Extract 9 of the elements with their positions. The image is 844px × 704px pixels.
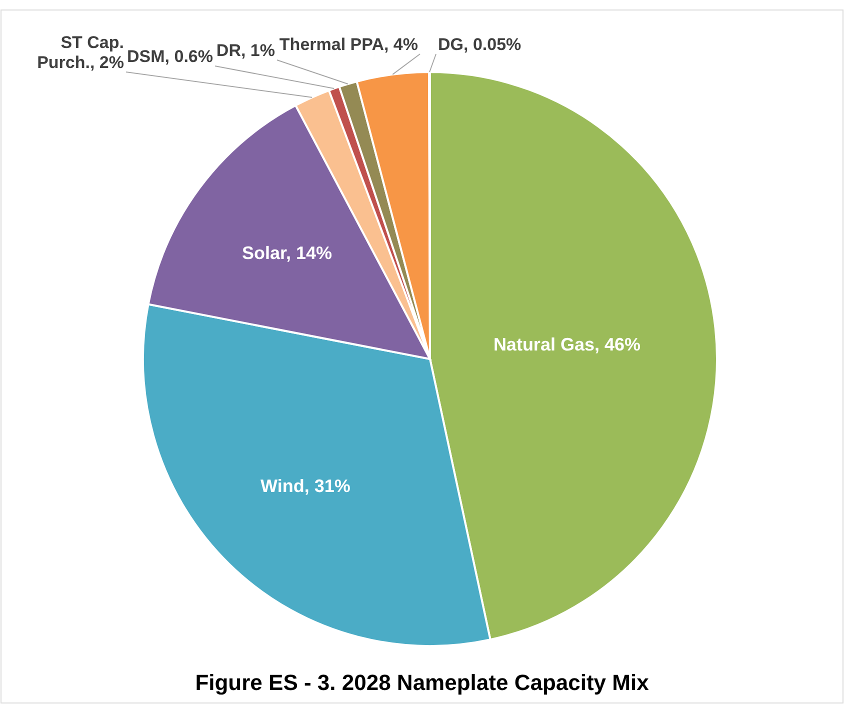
slice-label: Thermal PPA, 4% bbox=[279, 35, 418, 54]
slice-label: DSM, 0.6% bbox=[127, 47, 213, 66]
slice-label: Natural Gas, 46% bbox=[493, 334, 641, 354]
slice-label: DG, 0.05% bbox=[438, 35, 522, 54]
slice-label: ST Cap. Purch., 2% bbox=[37, 33, 124, 72]
slice-label: Solar, 14% bbox=[242, 243, 332, 264]
slice-label: DR, 1% bbox=[216, 41, 275, 60]
text: Figure ES - 3. 2028 Nameplate Capacity Mix bbox=[195, 670, 650, 695]
slice-label: Wind, 31% bbox=[260, 476, 350, 496]
